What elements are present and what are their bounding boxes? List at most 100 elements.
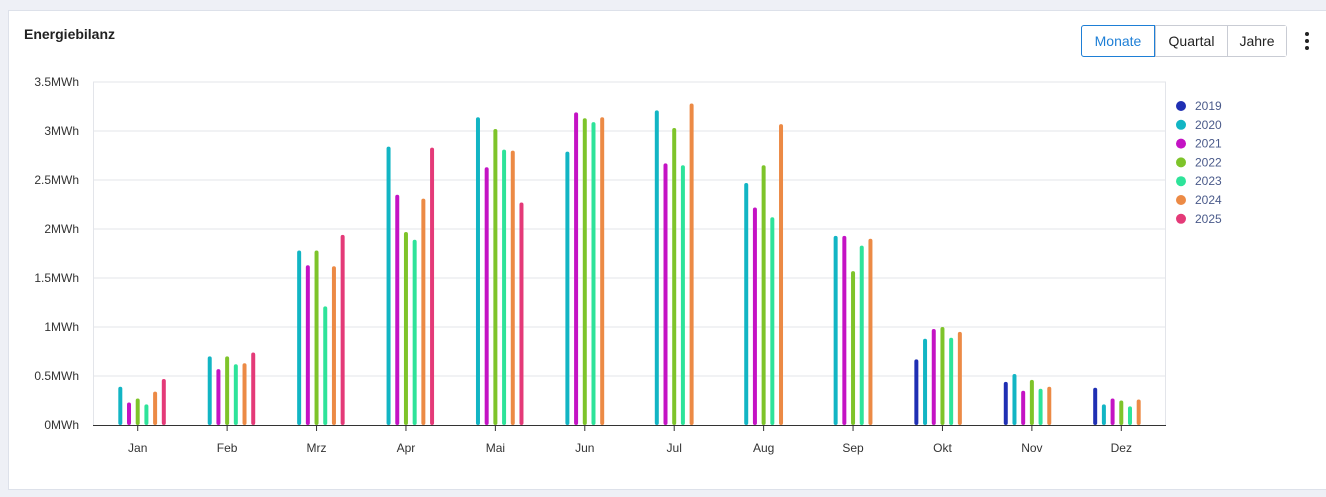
bar-2021-Nov — [1021, 390, 1026, 425]
bar-2022-Jun — [582, 118, 587, 425]
bar-2020-Okt — [923, 338, 928, 425]
tab-years[interactable]: Jahre — [1227, 26, 1286, 56]
x-tick-label: Feb — [217, 441, 238, 455]
x-tick-label: Okt — [933, 441, 952, 455]
bar-2025-Jan — [161, 378, 166, 425]
bar-2022-Okt — [940, 327, 945, 425]
legend-marker — [1176, 157, 1186, 168]
tab-quarter[interactable]: Quartal — [1155, 26, 1227, 56]
bar-2025-Feb — [251, 352, 256, 425]
bar-2023-Mai — [502, 149, 507, 425]
bar-2024-Sep — [868, 238, 873, 425]
bar-2020-Dez — [1101, 404, 1106, 425]
legend-label: 2020 — [1195, 118, 1222, 132]
bar-2020-Jan — [118, 386, 123, 425]
bar-2025-Mrz — [340, 234, 345, 425]
bar-2024-Dez — [1136, 399, 1141, 425]
bar-2021-Okt — [931, 328, 936, 425]
bar-2024-Okt — [957, 331, 962, 425]
bar-2021-Jan — [127, 402, 132, 425]
bar-2023-Apr — [412, 239, 417, 425]
bar-2023-Feb — [233, 364, 238, 425]
bar-2021-Jul — [663, 163, 668, 425]
x-tick-label: Jun — [575, 441, 594, 455]
x-tick-label: Mrz — [307, 441, 327, 455]
y-tick-label: 1.5MWh — [34, 271, 79, 285]
bar-2024-Aug — [779, 124, 784, 425]
y-tick-label: 2.5MWh — [34, 173, 79, 187]
bar-2022-Apr — [403, 231, 408, 425]
bar-2024-Nov — [1047, 386, 1052, 425]
bar-2024-Jul — [689, 103, 694, 425]
legend-marker — [1176, 213, 1186, 224]
bar-2021-Mrz — [305, 265, 310, 425]
bar-2022-Nov — [1029, 379, 1034, 425]
bar-2020-Sep — [833, 235, 838, 425]
bar-2023-Nov — [1038, 388, 1043, 425]
bar-2020-Aug — [744, 182, 749, 425]
card-title: Energiebilanz — [24, 26, 116, 42]
x-tick-label: Mai — [486, 441, 505, 455]
bar-2022-Jul — [672, 128, 677, 425]
bar-2024-Apr — [421, 198, 426, 425]
bar-2023-Jan — [144, 404, 149, 425]
bar-2023-Jul — [680, 165, 685, 426]
bar-2021-Mai — [484, 167, 489, 425]
legend-label: 2019 — [1195, 99, 1222, 113]
bar-2020-Nov — [1012, 374, 1017, 425]
bar-2021-Jun — [574, 112, 579, 425]
more-vertical-icon[interactable] — [1297, 30, 1317, 52]
bar-2020-Jun — [565, 151, 570, 425]
legend-label: 2023 — [1195, 174, 1222, 188]
y-tick-label: 2MWh — [44, 222, 79, 236]
y-tick-label: 3MWh — [44, 124, 79, 138]
bar-2024-Feb — [242, 363, 247, 425]
bar-2020-Jul — [654, 110, 659, 426]
bar-2022-Mrz — [314, 250, 319, 425]
legend-marker — [1176, 195, 1186, 205]
legend-marker — [1176, 119, 1186, 130]
x-tick-label: Aug — [753, 441, 774, 455]
bar-2022-Jan — [135, 398, 140, 425]
bar-2020-Mai — [475, 117, 480, 425]
legend-marker — [1176, 101, 1186, 111]
bar-2020-Feb — [207, 356, 212, 425]
x-tick-label: Jul — [667, 441, 682, 455]
bar-2023-Dez — [1127, 406, 1132, 425]
bar-2021-Dez — [1110, 398, 1115, 425]
bar-2025-Mai — [519, 202, 524, 425]
bar-2024-Mai — [510, 150, 515, 425]
y-tick-label: 0MWh — [44, 418, 79, 432]
y-tick-label: 0.5MWh — [34, 369, 79, 383]
bar-2019-Nov — [1003, 381, 1008, 425]
x-tick-label: Sep — [842, 441, 864, 455]
bar-2023-Okt — [949, 337, 954, 425]
bar-2022-Aug — [761, 165, 766, 426]
bar-2024-Jan — [153, 391, 158, 425]
bar-2023-Mrz — [323, 306, 328, 425]
bar-2022-Mai — [493, 129, 498, 426]
legend-label: 2024 — [1195, 193, 1222, 207]
legend-label: 2021 — [1195, 137, 1222, 151]
bar-2021-Apr — [395, 194, 400, 425]
bar-2021-Feb — [216, 369, 221, 425]
bar-2020-Mrz — [297, 250, 302, 425]
bar-2022-Sep — [851, 271, 856, 425]
x-tick-label: Nov — [1021, 441, 1042, 455]
legend-marker — [1176, 138, 1186, 149]
bar-2022-Dez — [1119, 400, 1124, 425]
legend-label: 2022 — [1195, 155, 1222, 169]
bar-2021-Aug — [752, 207, 757, 425]
x-tick-label: Dez — [1111, 441, 1132, 455]
bar-2024-Mrz — [331, 266, 336, 425]
bar-2023-Sep — [859, 245, 864, 425]
bar-2019-Dez — [1093, 387, 1098, 425]
bar-2020-Apr — [386, 146, 391, 425]
bar-2019-Okt — [914, 359, 919, 425]
tab-months[interactable]: Monate — [1081, 25, 1155, 57]
bar-2024-Jun — [600, 117, 605, 425]
bar-2022-Feb — [225, 356, 230, 425]
x-tick-label: Apr — [397, 441, 416, 455]
x-tick-label: Jan — [128, 441, 147, 455]
